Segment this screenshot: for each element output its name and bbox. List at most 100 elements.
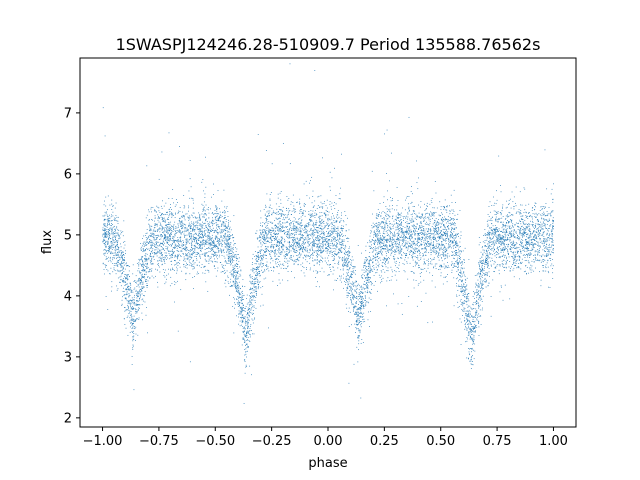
data-point [213,213,214,215]
data-point [406,243,408,245]
data-point [282,219,284,221]
data-point [432,258,434,260]
data-point [506,248,508,249]
data-point [468,259,470,261]
data-point [316,259,318,260]
data-point [492,237,494,239]
data-point [396,279,398,281]
data-point [133,333,135,334]
data-point [199,247,200,249]
data-point [326,242,328,244]
data-point [449,217,451,218]
data-point [127,285,129,287]
data-point [325,247,327,249]
data-point [131,320,133,322]
data-point [150,235,152,237]
data-point [513,236,515,238]
data-point [193,263,195,265]
data-point [330,234,332,236]
data-point [146,165,148,167]
data-point [528,225,530,227]
data-point [376,269,378,271]
data-point [190,227,191,229]
data-point [336,214,338,216]
data-point [419,249,420,251]
data-point [522,215,524,217]
data-point [401,221,402,223]
data-point [345,252,347,254]
data-point [287,266,288,268]
data-point [190,256,192,258]
data-point [423,248,425,250]
data-point [533,261,535,263]
data-point [189,239,191,241]
data-point [540,227,542,228]
data-point [487,263,488,265]
data-point [438,246,439,247]
data-point [137,279,139,281]
data-point [410,214,412,216]
data-point [277,285,278,286]
data-point [246,334,248,336]
data-point [179,231,180,233]
data-point [315,243,316,244]
data-point [337,212,339,214]
data-point [421,233,422,235]
data-point [336,216,337,218]
data-point [550,224,552,226]
data-point [226,262,228,264]
data-point [151,225,153,227]
data-point [308,222,310,223]
data-point [504,256,506,258]
data-point [339,234,341,236]
data-point [418,250,420,252]
data-point [301,237,303,238]
data-point [409,235,411,237]
data-point [251,292,253,294]
data-point [540,230,542,232]
data-point [482,271,484,273]
data-point [538,252,540,253]
data-point [122,291,124,292]
data-point [249,311,250,312]
data-point [366,282,368,283]
data-point [250,302,252,304]
data-point [396,267,398,268]
data-point [437,236,438,238]
data-point [370,292,372,294]
data-point [200,228,202,230]
data-point [515,261,517,262]
data-point [206,239,208,241]
data-point [396,205,398,207]
data-point [402,263,404,264]
data-point [486,250,488,252]
data-point [410,222,412,223]
data-point [125,327,127,329]
data-point [386,239,388,241]
data-point [527,254,529,256]
data-point [519,233,521,235]
data-point [261,258,263,259]
data-point [310,217,312,218]
data-point [123,254,125,256]
data-point [200,226,202,227]
data-point [293,255,295,257]
data-point [102,227,104,229]
data-point [166,255,167,257]
data-point [531,233,533,235]
data-point [496,239,498,241]
data-point [253,285,255,287]
data-point [310,233,312,235]
data-point [265,251,267,252]
data-point [268,237,270,239]
data-point [123,258,125,260]
data-point [502,243,504,244]
data-point [312,254,314,256]
data-point [325,248,327,250]
data-point [289,257,290,259]
data-point [424,244,425,246]
data-point [142,270,143,272]
data-point [474,275,476,276]
data-point [148,209,149,211]
data-point [500,242,502,244]
